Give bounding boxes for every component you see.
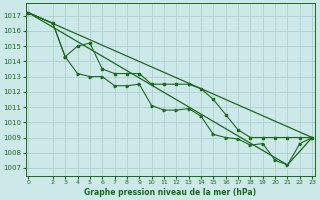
X-axis label: Graphe pression niveau de la mer (hPa): Graphe pression niveau de la mer (hPa) bbox=[84, 188, 256, 197]
